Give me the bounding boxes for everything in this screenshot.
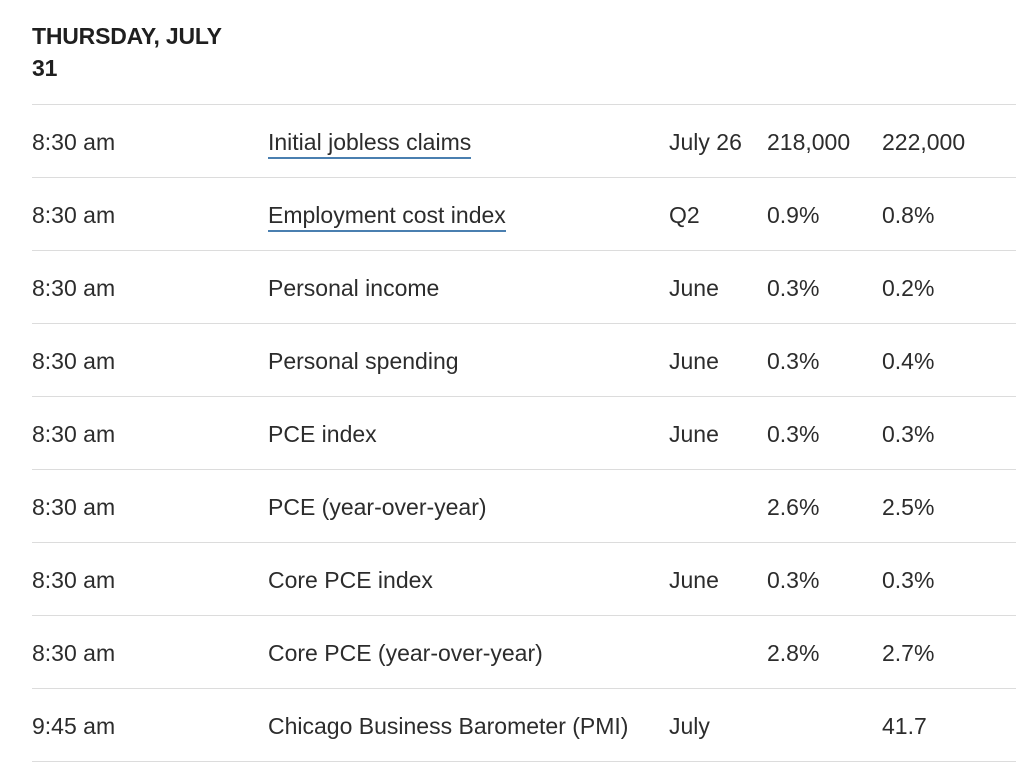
table-row: 8:30 am Personal income June 0.3% 0.2% [32,251,1016,324]
event-cell: Chicago Business Barometer (PMI) [268,713,629,739]
time-cell: 8:30 am [32,421,116,447]
event-cell: Core PCE (year-over-year) [268,640,543,666]
forecast-cell: 41.7 [882,713,927,739]
period-cell: June [669,275,719,301]
time-cell: 8:30 am [32,494,116,520]
forecast-cell: 0.2% [882,275,935,301]
forecast-cell: 0.4% [882,348,935,374]
time-cell: 8:30 am [32,275,116,301]
event-cell: Personal income [268,275,440,301]
forecast-cell: 0.3% [882,421,935,447]
event-cell: PCE index [268,421,377,447]
event-cell: PCE (year-over-year) [268,494,487,520]
time-cell: 8:30 am [32,129,116,155]
actual-cell: 2.6% [767,494,820,520]
actual-cell: 0.3% [767,567,820,593]
period-cell: July 26 [669,129,742,155]
actual-cell: 0.9% [767,202,820,228]
event-cell: Initial jobless claims [268,105,472,179]
day-heading: THURSDAY, JULY 31 [32,23,222,81]
time-cell: 8:30 am [32,567,116,593]
event-cell: Employment cost index [268,178,506,252]
period-cell: July [669,713,710,739]
event-cell: Core PCE index [268,567,433,593]
table-row: 8:30 am PCE index June 0.3% 0.3% [32,397,1016,470]
actual-cell: 2.8% [767,640,820,666]
period-cell: June [669,567,719,593]
time-cell: 8:30 am [32,348,116,374]
period-cell: June [669,348,719,374]
event-cell: Personal spending [268,348,459,374]
time-cell: 9:45 am [32,713,116,739]
forecast-cell: 2.7% [882,640,935,666]
period-cell: June [669,421,719,447]
event-link[interactable]: Employment cost index [268,202,506,232]
forecast-cell: 0.3% [882,567,935,593]
table-row: 8:30 am Personal spending June 0.3% 0.4% [32,324,1016,397]
period-cell: Q2 [669,202,700,228]
forecast-cell: 0.8% [882,202,935,228]
table-row: 9:45 am Chicago Business Barometer (PMI)… [32,689,1016,762]
forecast-cell: 2.5% [882,494,935,520]
forecast-cell: 222,000 [882,129,966,155]
table-row: 8:30 am Employment cost index Q2 0.9% 0.… [32,178,1016,251]
time-cell: 8:30 am [32,202,116,228]
table-row: 8:30 am Core PCE index June 0.3% 0.3% [32,543,1016,616]
table-row: 8:30 am PCE (year-over-year) 2.6% 2.5% [32,470,1016,543]
actual-cell: 0.3% [767,275,820,301]
event-link[interactable]: Initial jobless claims [268,129,472,159]
table-row: 8:30 am Initial jobless claims July 26 2… [32,105,1016,178]
table-row: 8:30 am Core PCE (year-over-year) 2.8% 2… [32,616,1016,689]
actual-cell: 0.3% [767,348,820,374]
actual-cell: 218,000 [767,129,851,155]
time-cell: 8:30 am [32,640,116,666]
economic-calendar-table: 8:30 am Initial jobless claims July 26 2… [32,104,1016,762]
actual-cell: 0.3% [767,421,820,447]
